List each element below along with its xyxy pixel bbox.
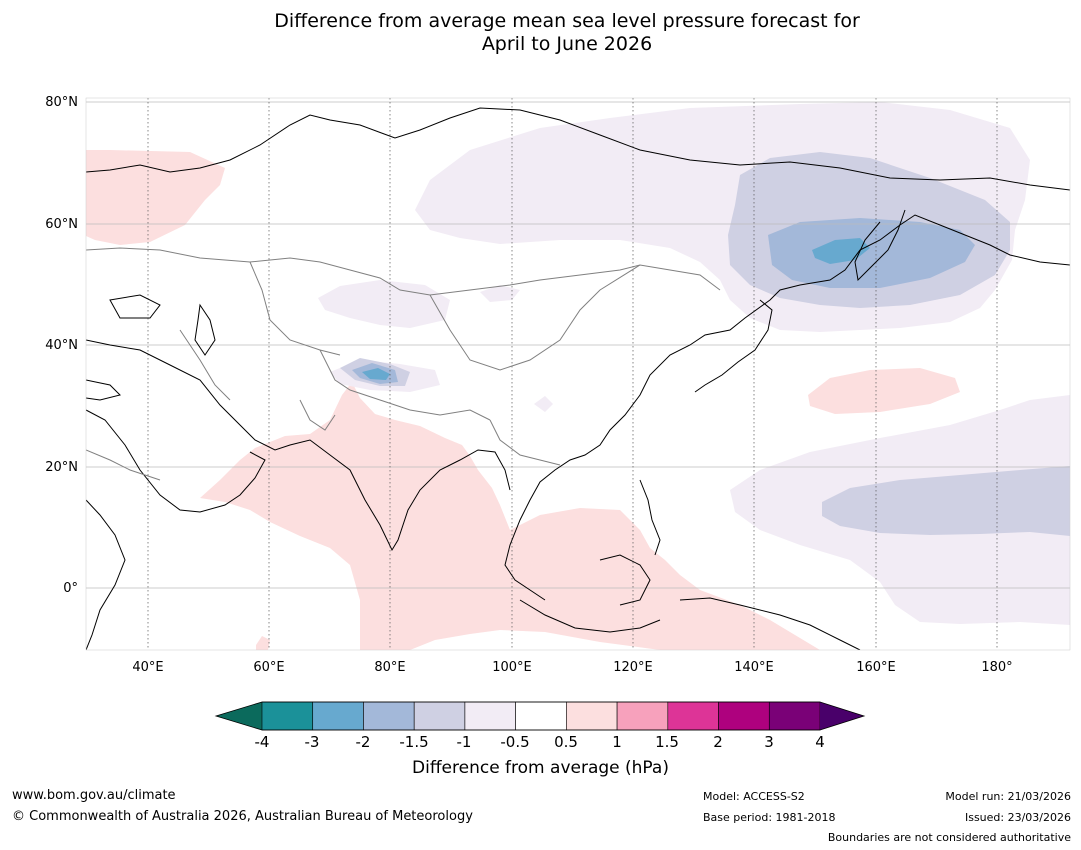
anomaly-positive-north-pacific: [808, 368, 960, 414]
coastline-japan: [694, 299, 773, 393]
coastline-arabia-africa: [86, 409, 266, 513]
anomaly-negative-central-asia: [318, 280, 450, 328]
colorbar-tick: -4: [254, 733, 270, 751]
coastline-africa-east: [86, 499, 126, 650]
colorbar-tick: 3: [764, 733, 774, 751]
colorbar-bin: [718, 701, 770, 731]
colorbar-bins: [261, 701, 821, 731]
colorbar-extend-max: [820, 702, 864, 730]
colorbar-bin: [515, 701, 567, 731]
colorbar-bin: [363, 701, 415, 731]
chart-title: Difference from average mean sea level p…: [0, 10, 1081, 56]
colorbar-bin: [464, 701, 516, 731]
colorbar-bin: [768, 701, 821, 731]
coastlines: [86, 107, 1070, 650]
colorbar-bin: [413, 701, 466, 731]
boundaries: [86, 247, 721, 481]
coastline-caspian: [194, 303, 216, 356]
footer-url[interactable]: www.bom.gov.au/climate: [12, 788, 176, 803]
colorbar-tick: -1: [456, 733, 472, 751]
colorbar-tick: -1.5: [399, 733, 429, 751]
colorbar-bin: [312, 701, 364, 731]
lon-label-40e: 40°E: [132, 660, 164, 675]
footer-issued: Issued: 23/03/2026: [964, 811, 1071, 824]
lon-label-180: 180°: [981, 660, 1013, 675]
lon-label-160e: 160°E: [856, 660, 896, 675]
colorbar-tick: -2: [355, 733, 371, 751]
colorbar: [214, 701, 866, 731]
colorbar-extend-min: [216, 702, 262, 730]
colorbar-bin: [616, 701, 669, 731]
colorbar-tick: 2: [713, 733, 723, 751]
lat-label-60n: 60°N: [45, 217, 78, 232]
lat-label-0: 0°: [63, 581, 78, 596]
anomaly-neg-1p5-okhotsk: [768, 218, 975, 288]
lon-label-60e: 60°E: [253, 660, 285, 675]
graticule: [86, 101, 1070, 589]
colorbar-label: Difference from average (hPa): [412, 758, 669, 778]
footer-copyright: © Commonwealth of Australia 2026, Austra…: [12, 809, 473, 824]
anomaly-neg-2-okhotsk: [812, 238, 870, 264]
anomaly-positive-small: [256, 636, 270, 650]
colorbar-tick: 0.5: [554, 733, 578, 751]
anomaly-positive-indian-ocean: [200, 382, 820, 650]
footer-model: Model: ACCESS-S2: [703, 790, 805, 803]
coastline-mediterranean: [86, 379, 121, 401]
map-border: [85, 97, 1071, 651]
colorbar-bin: [261, 701, 314, 731]
colorbar-tick: -3: [304, 733, 320, 751]
footer-model-run: Model run: 21/03/2026: [945, 790, 1071, 803]
coastline-kamchatka: [854, 209, 906, 282]
anomaly-negative-china: [534, 396, 553, 412]
anomaly-neg-2-tibet: [362, 368, 390, 380]
colorbar-tick: -0.5: [500, 733, 530, 751]
lon-label-140e: 140°E: [734, 660, 774, 675]
colorbar-tick: 1: [612, 733, 622, 751]
anomaly-negative-mongolia: [480, 285, 520, 302]
coastline-south-asia: [86, 339, 511, 552]
footer-disclaimer: Boundaries are not considered authoritat…: [827, 831, 1071, 844]
title-line-2: April to June 2026: [481, 33, 653, 55]
coastline-black-sea: [109, 294, 161, 319]
lon-label-100e: 100°E: [492, 660, 532, 675]
colorbar-tick: 4: [815, 733, 825, 751]
coastline-indonesia: [519, 554, 861, 650]
colorbar-bin: [667, 701, 719, 731]
coastline-philippines: [639, 479, 661, 556]
colorbar-tick: 1.5: [655, 733, 679, 751]
lat-label-20n: 20°N: [45, 460, 78, 475]
lat-label-80n: 80°N: [45, 95, 78, 110]
colorbar-bin: [566, 701, 618, 731]
lat-label-40n: 40°N: [45, 338, 78, 353]
anomaly-neg-1-tropical: [822, 466, 1070, 536]
coastline-pacific-asia: [504, 214, 1070, 601]
lon-label-80e: 80°E: [374, 660, 406, 675]
meridians: [147, 98, 998, 650]
coastline-arctic-eurasia: [86, 107, 1070, 191]
anomaly-positive-europe: [86, 150, 225, 245]
lon-label-120e: 120°E: [613, 660, 653, 675]
footer-base-period: Base period: 1981-2018: [703, 811, 836, 824]
title-line-1: Difference from average mean sea level p…: [274, 10, 860, 32]
